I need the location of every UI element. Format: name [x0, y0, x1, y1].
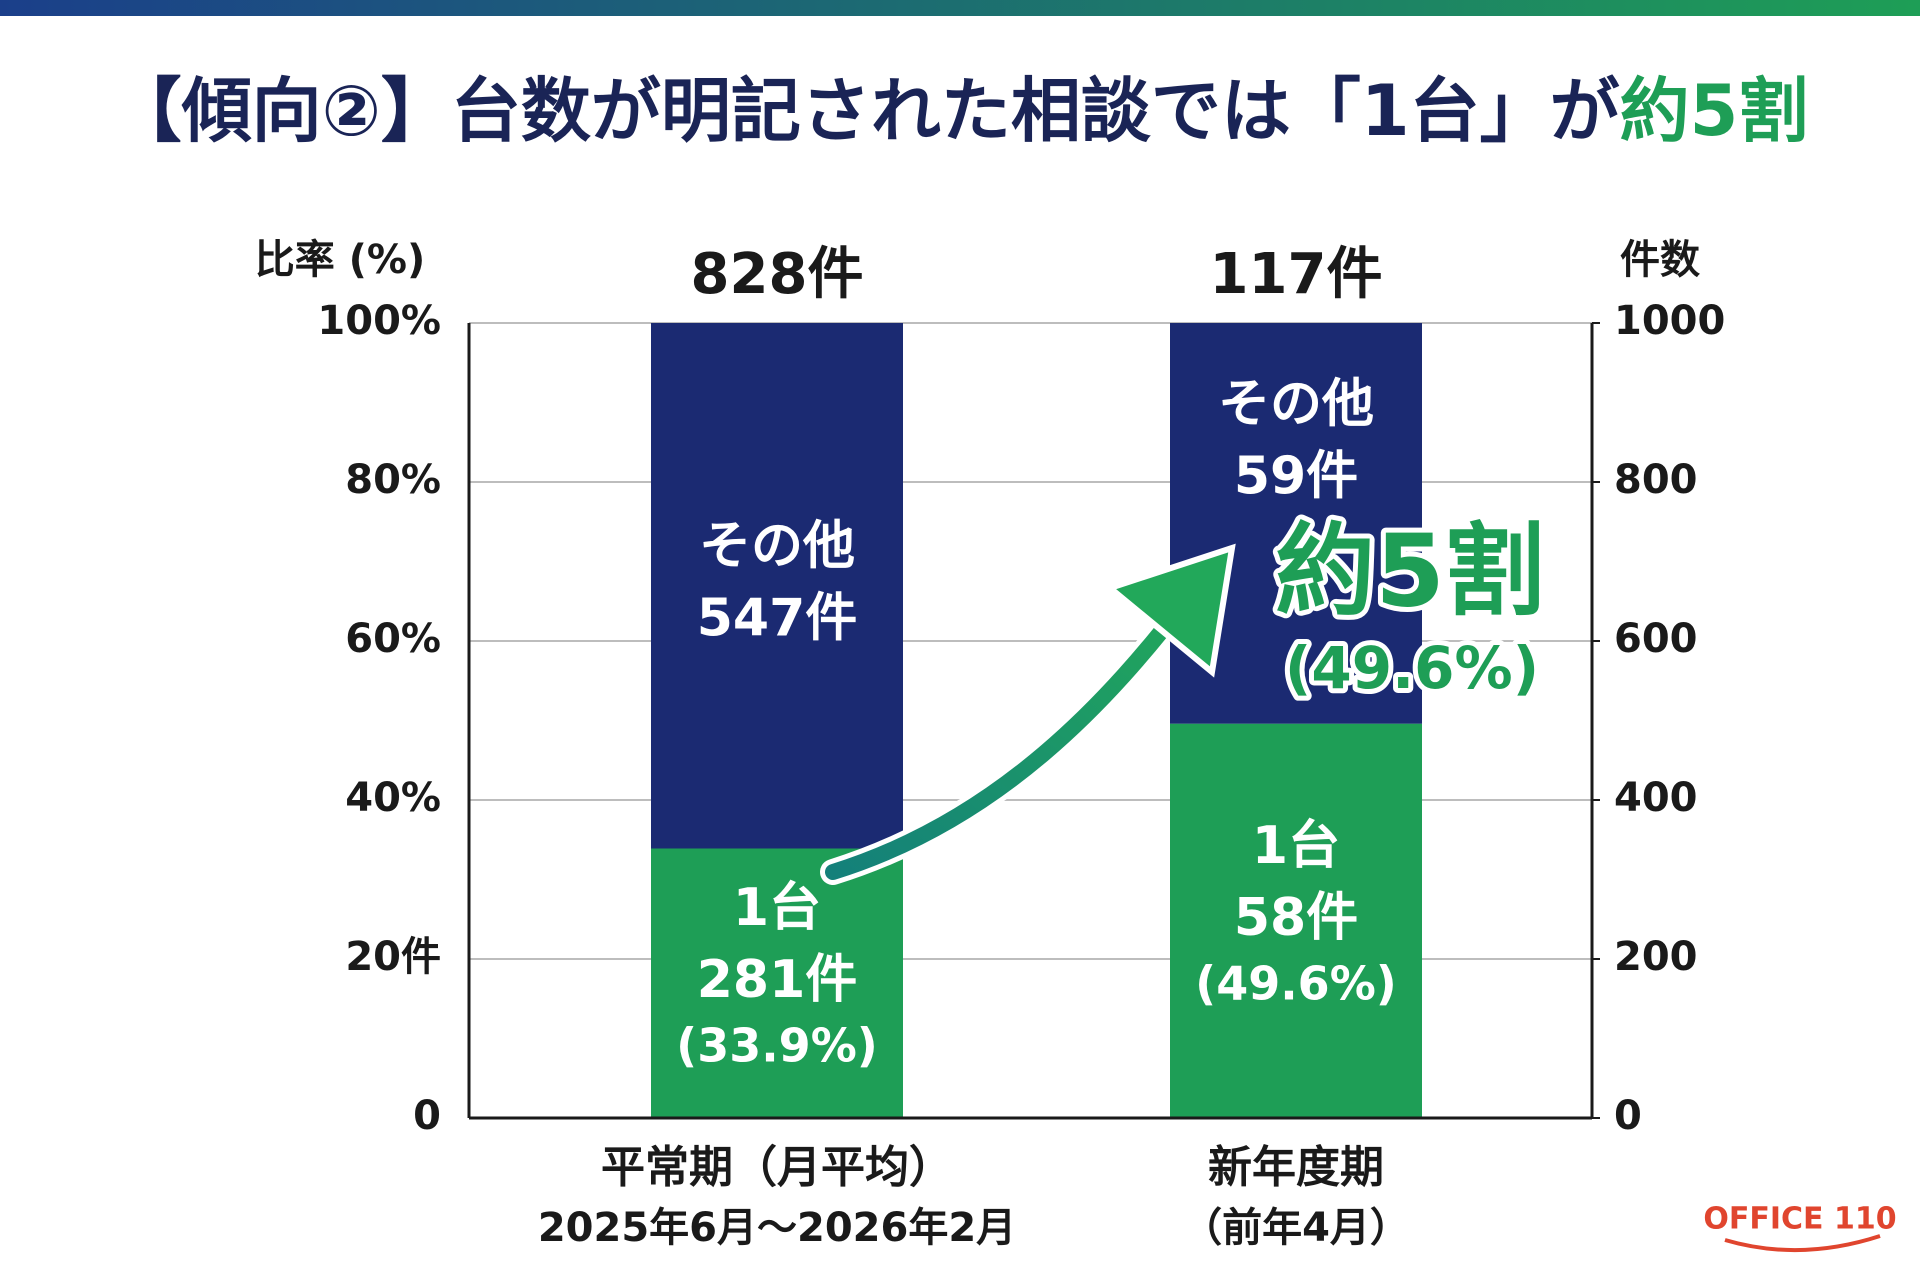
x-tick-sublabel: （前年4月） — [1182, 1205, 1410, 1251]
segment-percent: (49.6%) — [1195, 956, 1397, 1010]
y2-tick-label: 600 — [1614, 616, 1698, 662]
plot: 0 20件 40% 60% 80% 100% 0 200 400 600 800 1000 1台 281件… — [317, 242, 1725, 1251]
x-tick-label: 平常期（月平均） — [601, 1142, 953, 1193]
y-tick-label: 20件 — [345, 934, 441, 980]
segment-name: 1台 — [1252, 816, 1340, 876]
y2-tick-label: 0 — [1614, 1093, 1642, 1139]
y-tick-label: 80% — [345, 457, 441, 503]
y2-tick-label: 400 — [1614, 775, 1698, 821]
bar-segment — [651, 848, 903, 1118]
bar-segment — [651, 323, 903, 849]
y2-tick-label: 200 — [1614, 934, 1698, 980]
annotation: 約5割 — [1275, 512, 1545, 629]
total-label: 117件 — [1210, 242, 1383, 307]
segment-name: その他 — [1218, 374, 1374, 434]
total-label: 828件 — [691, 242, 864, 307]
title-accent: 約5割 — [1620, 70, 1809, 152]
segment-percent: (33.9%) — [676, 1019, 878, 1073]
arrow — [825, 587, 1198, 880]
top-bar — [0, 0, 1920, 16]
y-tick-label: 0 — [413, 1093, 441, 1139]
segment-count: 58件 — [1234, 888, 1358, 948]
logo-swoosh — [1724, 1234, 1881, 1253]
y-tick-label: 60% — [345, 616, 441, 662]
y-tick-label: 100% — [317, 298, 441, 344]
segment-count: 59件 — [1234, 446, 1358, 506]
arrow-head — [1103, 543, 1236, 678]
segment-name: その他 — [699, 517, 855, 577]
y2-tick-label: 800 — [1614, 457, 1698, 503]
overlay: 約5割(49.6%) — [820, 507, 1550, 885]
chart-title: 【傾向②】台数が明記された相談では「1台」が約5割 — [112, 70, 1809, 152]
segment-count: 281件 — [697, 950, 858, 1010]
annotation-sub: (49.6%) — [1285, 634, 1539, 702]
logo: OFFICE 110 — [1703, 1202, 1896, 1237]
title-main: 【傾向②】台数が明記された相談では「1台」が — [112, 70, 1620, 152]
x-tick-label: 新年度期 — [1208, 1142, 1384, 1193]
y2-tick-label: 1000 — [1614, 298, 1725, 344]
y-tick-label: 40% — [345, 775, 441, 821]
segment-name: 1台 — [733, 878, 821, 938]
segment-count: 547件 — [697, 589, 858, 649]
bar-segment — [1170, 723, 1422, 1118]
y2-axis-label: 件数 — [1620, 237, 1700, 283]
x-tick-sublabel: 2025年6月～2026年2月 — [538, 1205, 1016, 1251]
y-axis-label: 比率 (%) — [255, 237, 426, 283]
